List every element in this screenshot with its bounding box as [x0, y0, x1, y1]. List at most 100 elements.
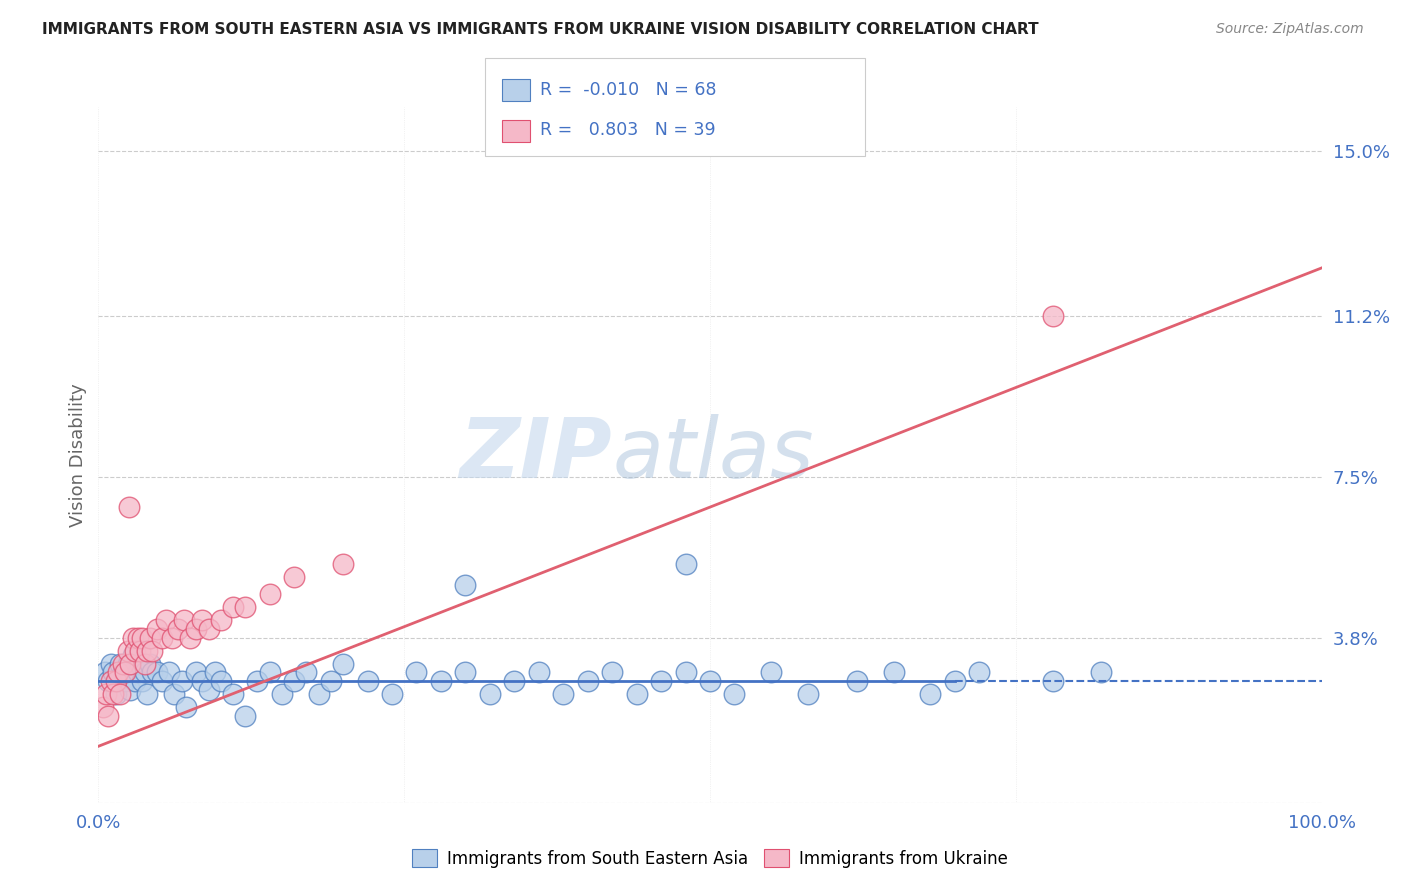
Point	[170, 674, 193, 689]
Point	[114, 665, 136, 680]
Point	[155, 613, 177, 627]
Point	[110, 657, 132, 671]
Point	[150, 631, 173, 645]
Point	[91, 700, 114, 714]
Point	[454, 665, 477, 680]
Point	[111, 665, 134, 680]
Text: R =   0.803   N = 39: R = 0.803 N = 39	[540, 121, 716, 139]
Point	[176, 700, 198, 714]
Point	[191, 613, 214, 627]
Point	[197, 622, 219, 636]
Point	[93, 665, 115, 680]
Point	[797, 687, 820, 701]
Point	[97, 674, 120, 689]
Point	[124, 674, 146, 689]
Text: Source: ZipAtlas.com: Source: ZipAtlas.com	[1216, 22, 1364, 37]
Point	[920, 687, 942, 701]
Point	[454, 578, 477, 592]
Point	[141, 665, 163, 680]
Point	[381, 687, 404, 701]
Y-axis label: Vision Disability: Vision Disability	[69, 383, 87, 527]
Point	[576, 674, 599, 689]
Point	[650, 674, 672, 689]
Point	[246, 674, 269, 689]
Point	[124, 643, 146, 657]
Point	[121, 648, 143, 662]
Point	[283, 570, 305, 584]
Point	[553, 687, 575, 701]
Text: R =  -0.010   N = 68: R = -0.010 N = 68	[540, 81, 717, 99]
Point	[146, 665, 169, 680]
Point	[761, 665, 783, 680]
Point	[503, 674, 526, 689]
Point	[430, 674, 453, 689]
Point	[191, 674, 214, 689]
Point	[117, 643, 139, 657]
Point	[295, 665, 318, 680]
Point	[163, 687, 186, 701]
Point	[1090, 665, 1112, 680]
Point	[114, 674, 136, 689]
Point	[723, 687, 745, 701]
Point	[107, 674, 129, 689]
Point	[204, 665, 226, 680]
Point	[259, 587, 281, 601]
Point	[120, 682, 142, 697]
Legend: Immigrants from South Eastern Asia, Immigrants from Ukraine: Immigrants from South Eastern Asia, Immi…	[405, 842, 1015, 874]
Point	[675, 557, 697, 571]
Point	[283, 674, 305, 689]
Point	[104, 674, 127, 689]
Point	[699, 674, 721, 689]
Point	[319, 674, 342, 689]
Point	[141, 643, 163, 657]
Point	[308, 687, 330, 701]
Point	[356, 674, 378, 689]
Point	[197, 682, 219, 697]
Point	[139, 631, 162, 645]
Point	[111, 657, 134, 671]
Point	[626, 687, 648, 701]
Point	[167, 622, 190, 636]
Point	[186, 622, 208, 636]
Point	[1042, 309, 1064, 323]
Point	[134, 657, 156, 671]
Point	[270, 687, 294, 701]
Point	[1042, 674, 1064, 689]
Point	[146, 622, 169, 636]
Point	[97, 708, 120, 723]
Point	[100, 657, 122, 671]
Text: atlas: atlas	[612, 415, 814, 495]
Point	[332, 657, 354, 671]
Text: IMMIGRANTS FROM SOUTH EASTERN ASIA VS IMMIGRANTS FROM UKRAINE VISION DISABILITY : IMMIGRANTS FROM SOUTH EASTERN ASIA VS IM…	[42, 22, 1039, 37]
Point	[134, 665, 156, 680]
Point	[845, 674, 868, 689]
Point	[121, 631, 143, 645]
Point	[118, 500, 141, 514]
Point	[675, 665, 697, 680]
Point	[405, 665, 427, 680]
Point	[150, 674, 173, 689]
Point	[110, 687, 132, 701]
Point	[131, 674, 153, 689]
Point	[127, 631, 149, 645]
Point	[100, 674, 122, 689]
Point	[600, 665, 623, 680]
Point	[179, 631, 201, 645]
Point	[120, 657, 142, 671]
Point	[332, 557, 354, 571]
Point	[107, 665, 129, 680]
Point	[233, 708, 256, 723]
Point	[233, 600, 256, 615]
Point	[117, 657, 139, 671]
Point	[101, 665, 124, 680]
Text: ZIP: ZIP	[460, 415, 612, 495]
Point	[943, 674, 966, 689]
Point	[186, 665, 208, 680]
Point	[127, 665, 149, 680]
Point	[209, 674, 232, 689]
Point	[967, 665, 990, 680]
Point	[139, 657, 162, 671]
Point	[131, 631, 153, 645]
Point	[259, 665, 281, 680]
Point	[136, 687, 159, 701]
